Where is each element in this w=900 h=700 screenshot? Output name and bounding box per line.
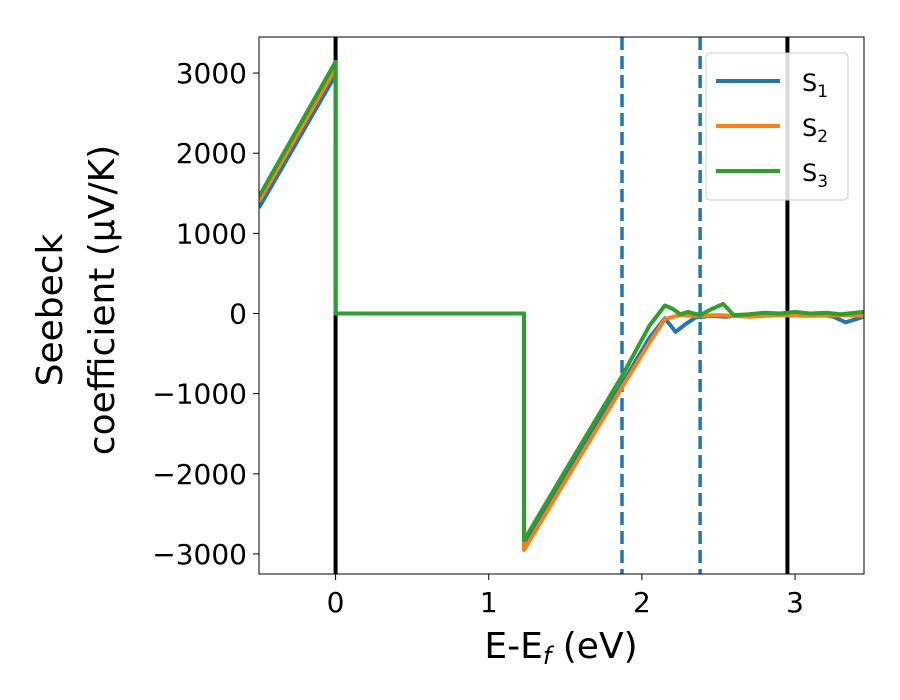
plot-frame — [258, 36, 865, 575]
y-axis-title-line1: Seebeck — [30, 233, 71, 386]
y-tick-label: −3000 — [152, 538, 247, 571]
y-tick-label: −2000 — [152, 458, 247, 491]
y-tick-label: 1000 — [176, 217, 247, 250]
y-tick-label: −1000 — [152, 378, 247, 411]
x-axis-title: E-Ef (eV) — [484, 626, 637, 670]
x-tick-label: 1 — [480, 586, 498, 619]
x-tick-label: 2 — [633, 586, 651, 619]
y-tick-label: 0 — [229, 298, 247, 331]
y-axis-ticks: −3000 −2000 −1000 0 1000 2000 3000 — [152, 57, 259, 571]
legend-label-s1: S1 — [802, 69, 828, 102]
x-axis-title-unit: (eV) — [551, 626, 637, 667]
series-line-s3 — [259, 59, 864, 543]
y-tick-label: 3000 — [176, 57, 247, 90]
y-axis-title-line2: coefficient (μV/K) — [82, 145, 123, 455]
x-axis-ticks: 0 1 2 3 — [327, 574, 804, 619]
y-tick-label: 2000 — [176, 137, 247, 170]
x-tick-label: 3 — [786, 586, 804, 619]
legend-label-s3: S3 — [802, 159, 828, 192]
x-axis-title-main: E-E — [484, 626, 542, 667]
series-lines — [259, 59, 864, 552]
x-tick-label: 0 — [327, 586, 345, 619]
legend-label-s2: S2 — [802, 114, 828, 147]
legend: S1 S2 S3 — [705, 52, 849, 201]
